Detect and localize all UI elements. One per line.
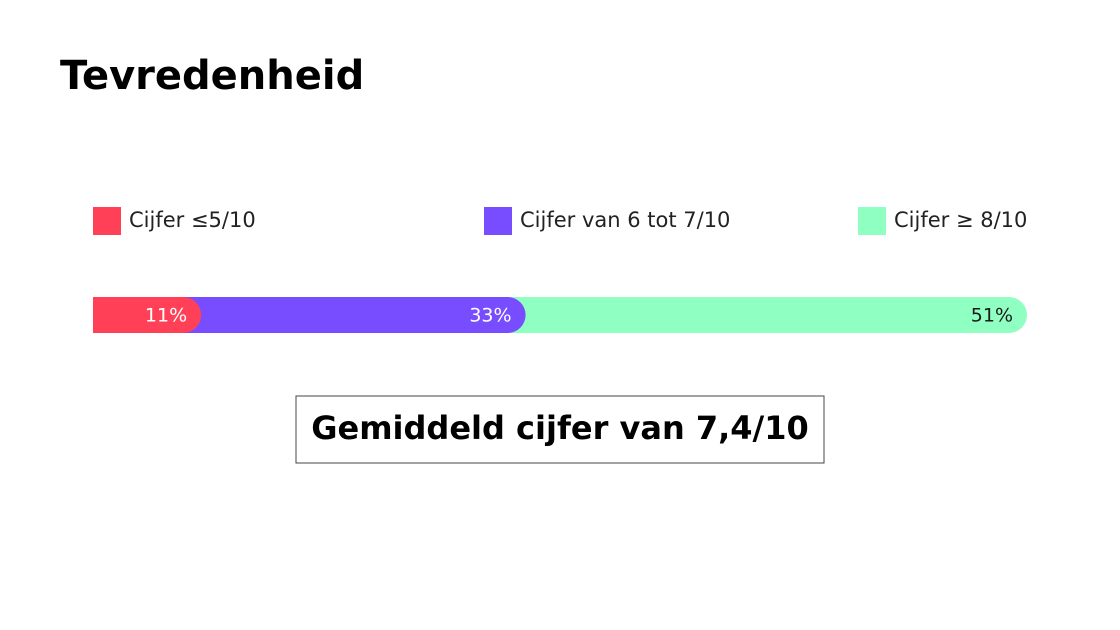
value-label: 51% xyxy=(971,305,1013,327)
legend-label: Cijfer ≤5/10 xyxy=(129,208,256,232)
value-labels: 11% 33% 51% xyxy=(145,305,1013,327)
bar-segment xyxy=(183,297,526,333)
annotation: Gemiddeld cijfer van 7,4/10 xyxy=(311,409,809,447)
legend-label: Cijfer van 6 tot 7/10 xyxy=(520,208,730,232)
bar-group xyxy=(93,297,1027,333)
chart-title: Tevredenheid xyxy=(60,53,364,99)
annotation-box xyxy=(295,395,825,464)
value-label: 33% xyxy=(469,305,511,327)
legend-swatch xyxy=(484,207,512,235)
value-label: 11% xyxy=(145,305,187,327)
legend-swatch xyxy=(93,207,121,235)
legend: Cijfer ≤5/10 Cijfer van 6 tot 7/10 Cijfer … xyxy=(93,207,1027,235)
bar-segment xyxy=(507,297,1027,333)
bar-segment xyxy=(93,297,202,333)
legend-swatch xyxy=(858,207,886,235)
legend-label: Cijfer ≥ 8/10 xyxy=(894,208,1027,232)
